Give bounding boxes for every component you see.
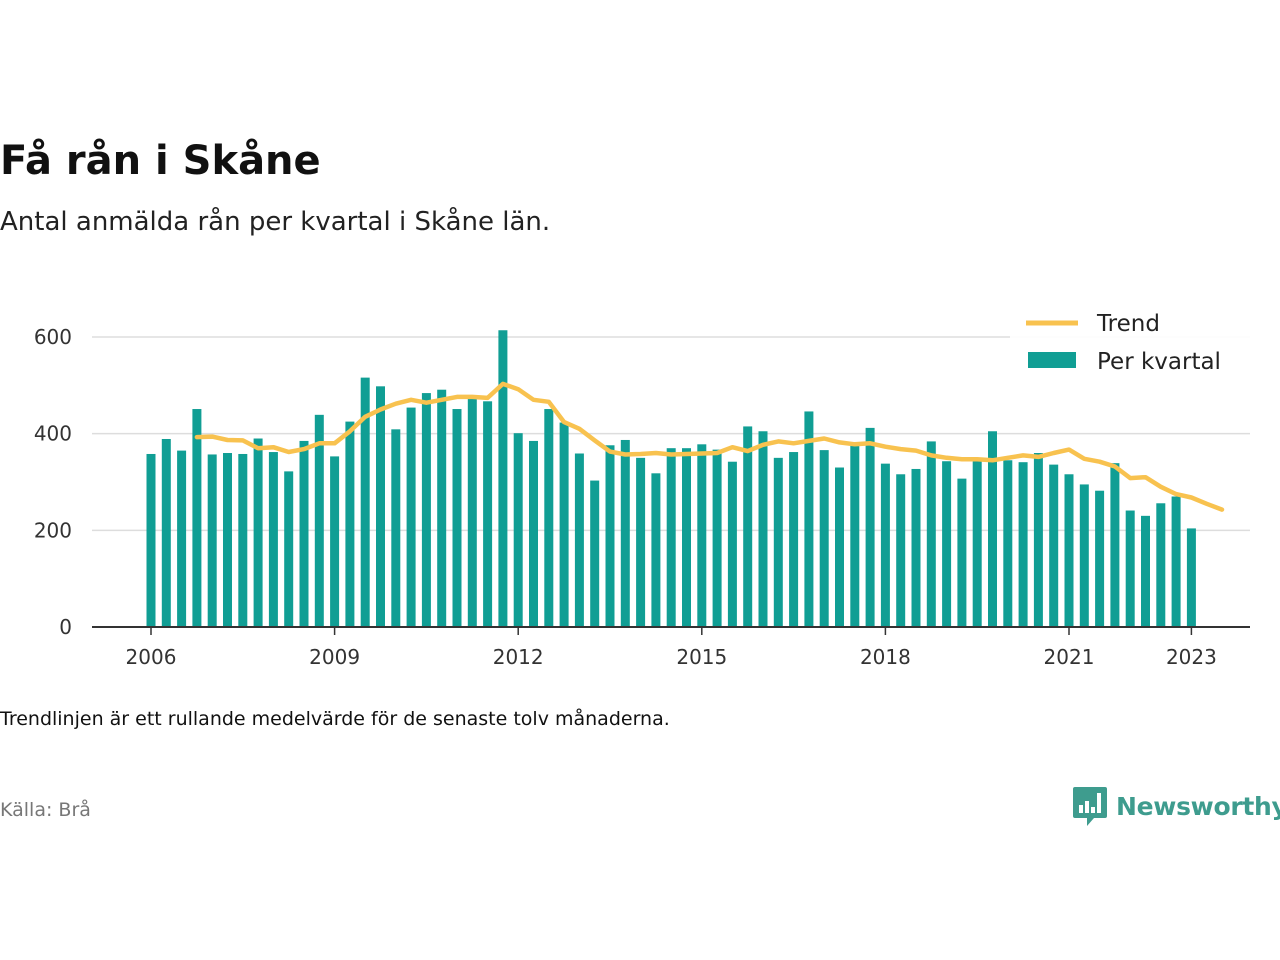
bar xyxy=(1141,515,1150,627)
bar xyxy=(207,454,217,627)
bar xyxy=(972,460,982,627)
bar xyxy=(177,450,187,627)
bar xyxy=(758,431,768,627)
x-tick-label: 2012 xyxy=(493,645,544,669)
y-tick-label: 0 xyxy=(59,615,72,639)
bar xyxy=(590,480,600,627)
bar xyxy=(636,457,646,627)
bar xyxy=(437,389,447,627)
bar xyxy=(1186,528,1196,627)
bar xyxy=(284,471,294,627)
bar xyxy=(483,401,493,627)
bar xyxy=(804,411,814,627)
bar xyxy=(835,467,844,627)
legend-bar-label: Per kvartal xyxy=(1097,349,1221,375)
y-tick-label: 400 xyxy=(34,422,72,446)
bar xyxy=(192,409,202,627)
bar xyxy=(559,422,569,627)
newsworthy-chart-bubble-icon xyxy=(1073,787,1107,826)
bar xyxy=(1033,453,1043,627)
bar xyxy=(651,473,661,627)
bar xyxy=(161,438,171,627)
bar xyxy=(620,439,630,627)
bar xyxy=(988,431,997,627)
bar xyxy=(819,450,829,627)
bar xyxy=(345,421,355,627)
x-tick-label: 2009 xyxy=(309,645,360,669)
bar xyxy=(544,409,554,627)
bar xyxy=(1156,503,1166,627)
bar xyxy=(391,429,401,627)
bar xyxy=(957,478,967,627)
bar xyxy=(421,393,431,627)
bar xyxy=(605,445,615,627)
bar xyxy=(452,409,462,627)
bar xyxy=(376,386,385,627)
bar xyxy=(727,461,737,627)
bar xyxy=(146,453,156,627)
legend-background xyxy=(1010,308,1250,382)
bar xyxy=(238,453,248,627)
bar xyxy=(773,457,783,627)
bar xyxy=(1110,463,1120,627)
legend: Trend Per kvartal xyxy=(1010,308,1250,382)
bar xyxy=(1125,510,1135,627)
axes: 0 200 400 600 2006 2009 2012 2015 2018 2021 2023 xyxy=(34,325,1250,669)
bar xyxy=(330,456,340,627)
bar xyxy=(268,452,278,627)
bar-series xyxy=(146,330,1196,627)
bar xyxy=(253,438,263,627)
x-tick-label: 2018 xyxy=(860,645,911,669)
source-label: Källa: Brå xyxy=(0,799,91,821)
bar xyxy=(1095,490,1105,627)
bar xyxy=(406,407,416,627)
legend-bar-swatch xyxy=(1028,352,1076,368)
bar xyxy=(314,414,324,627)
bar xyxy=(911,468,921,627)
bar xyxy=(360,377,370,627)
bar xyxy=(850,445,860,627)
chart-subtitle: Antal anmälda rån per kvartal i Skåne lä… xyxy=(0,207,551,237)
bar xyxy=(926,441,936,627)
x-tick-label: 2023 xyxy=(1166,645,1217,669)
x-tick-label: 2015 xyxy=(676,645,727,669)
bar xyxy=(1079,484,1089,627)
bar xyxy=(666,448,676,627)
x-tick-label: 2021 xyxy=(1044,645,1095,669)
trend-line xyxy=(194,381,1225,512)
brand-logo: Newsworthy xyxy=(1072,784,1280,828)
bar xyxy=(880,463,890,627)
chart-note: Trendlinjen är ett rullande medelvärde f… xyxy=(0,708,670,730)
bar xyxy=(682,448,691,627)
bar xyxy=(712,449,722,627)
bar xyxy=(1018,462,1028,627)
bar xyxy=(697,444,707,627)
brand-name: Newsworthy xyxy=(1116,791,1280,821)
bar xyxy=(498,330,508,627)
chart-title: Få rån i Skåne xyxy=(0,138,321,184)
bar xyxy=(1064,474,1074,627)
y-tick-label: 200 xyxy=(34,518,72,542)
trend-series xyxy=(194,381,1225,512)
bar xyxy=(896,474,906,627)
y-tick-label: 600 xyxy=(34,325,72,349)
bar xyxy=(574,453,584,627)
bar xyxy=(529,440,538,627)
bar xyxy=(467,396,477,627)
bar xyxy=(223,453,232,627)
x-tick-label: 2006 xyxy=(126,645,177,669)
chart: 0 200 400 600 2006 2009 2012 2015 2018 2021 2023 T… xyxy=(34,308,1250,669)
bar xyxy=(1171,496,1181,627)
bar xyxy=(513,433,523,627)
legend-trend-label: Trend xyxy=(1096,311,1160,337)
bar xyxy=(743,426,753,627)
bar xyxy=(1049,464,1059,627)
bar xyxy=(299,440,309,627)
bar xyxy=(789,452,799,627)
bar xyxy=(865,427,875,627)
bar xyxy=(942,461,952,627)
bar xyxy=(1003,460,1013,627)
